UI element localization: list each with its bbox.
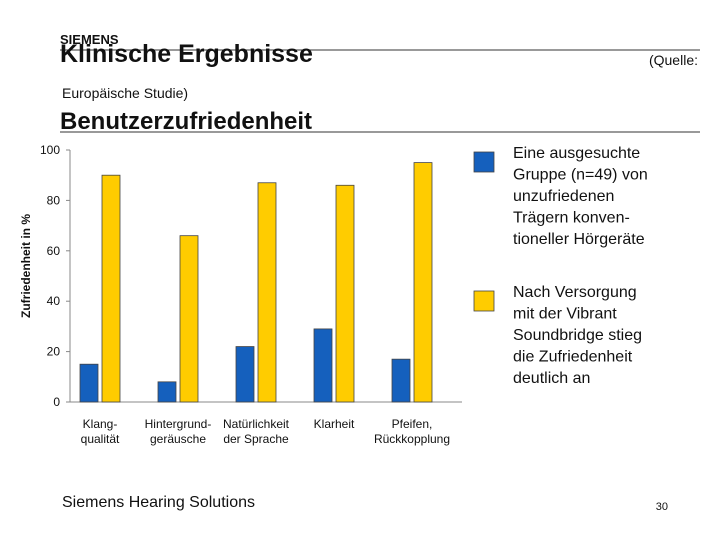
y-tick-label: 20 — [47, 345, 61, 359]
x-tick-label-line: qualität — [81, 432, 120, 446]
page-number: 30 — [656, 501, 668, 513]
logo: SIEMENS — [60, 32, 119, 47]
x-tick-label-line: Pfeifen, — [392, 417, 433, 431]
bar — [157, 381, 177, 403]
x-tick-label-line: Klang- — [83, 417, 118, 431]
x-tick-label: Hintergrund-geräusche — [145, 417, 212, 446]
x-tick-label: Klang-qualität — [81, 417, 120, 446]
legend-label-line: Eine ausgesuchte — [513, 145, 640, 162]
legend-label: Eine ausgesuchte Gruppe (n=49) von unzufri… — [513, 145, 648, 248]
y-tick-label: 40 — [47, 294, 61, 308]
legend-label-line: deutlich an — [513, 370, 590, 387]
legend-label-line: Gruppe (n=49) von — [513, 167, 648, 184]
chart-title: Benutzerzufriedenheit — [60, 108, 312, 135]
bar — [179, 235, 199, 403]
legend-label-line: Trägern konven- — [513, 210, 630, 227]
legend-label-line: mit der Vibrant — [513, 306, 617, 323]
bar — [391, 358, 411, 403]
x-tick-label-line: der Sprache — [223, 432, 289, 446]
legend-label-line: tioneller Hörgeräte — [513, 231, 645, 248]
bar — [313, 328, 333, 403]
legend-swatch — [473, 290, 495, 312]
source-close: Europäische Studie) — [62, 85, 188, 101]
x-tick-label: Natürlichkeit der Sprache — [223, 417, 290, 446]
y-tick-label: 100 — [40, 143, 60, 157]
y-tick-label: 0 — [53, 395, 60, 409]
bar — [101, 174, 121, 403]
x-tick-label: Pfeifen, Rückkopplung — [374, 417, 450, 446]
y-tick-label: 80 — [47, 193, 61, 207]
x-tick-label-line: geräusche — [150, 432, 206, 446]
y-tick-label: 60 — [47, 244, 61, 258]
x-tick-label-line: Natürlichkeit — [223, 417, 290, 431]
x-tick-label-line: Klarheit — [314, 417, 355, 431]
slide-title: Klinische Ergebnisse — [60, 40, 313, 68]
legend-label-line: Soundbridge stieg — [513, 327, 642, 344]
bar — [335, 184, 355, 403]
bar — [257, 182, 277, 403]
bar — [235, 346, 255, 403]
legend-label-line: die Zufriedenheit — [513, 349, 633, 366]
y-axis-label: Zufriedenheit in % — [19, 214, 33, 318]
legend-label-line: unzufriedenen — [513, 188, 614, 205]
x-tick-label: Klarheit — [314, 417, 355, 431]
x-tick-label-line: Hintergrund- — [145, 417, 212, 431]
footer-company: Siemens Hearing Solutions — [62, 494, 255, 511]
bar — [413, 162, 433, 403]
bar — [79, 363, 99, 403]
source-open: (Quelle: — [649, 52, 698, 68]
legend-label: Nach Versorgung mit der Vibrant Soundbridg… — [513, 284, 642, 387]
legend-swatch — [473, 151, 495, 173]
legend-label-line: Nach Versorgung — [513, 284, 637, 301]
x-tick-label-line: Rückkopplung — [374, 432, 450, 446]
